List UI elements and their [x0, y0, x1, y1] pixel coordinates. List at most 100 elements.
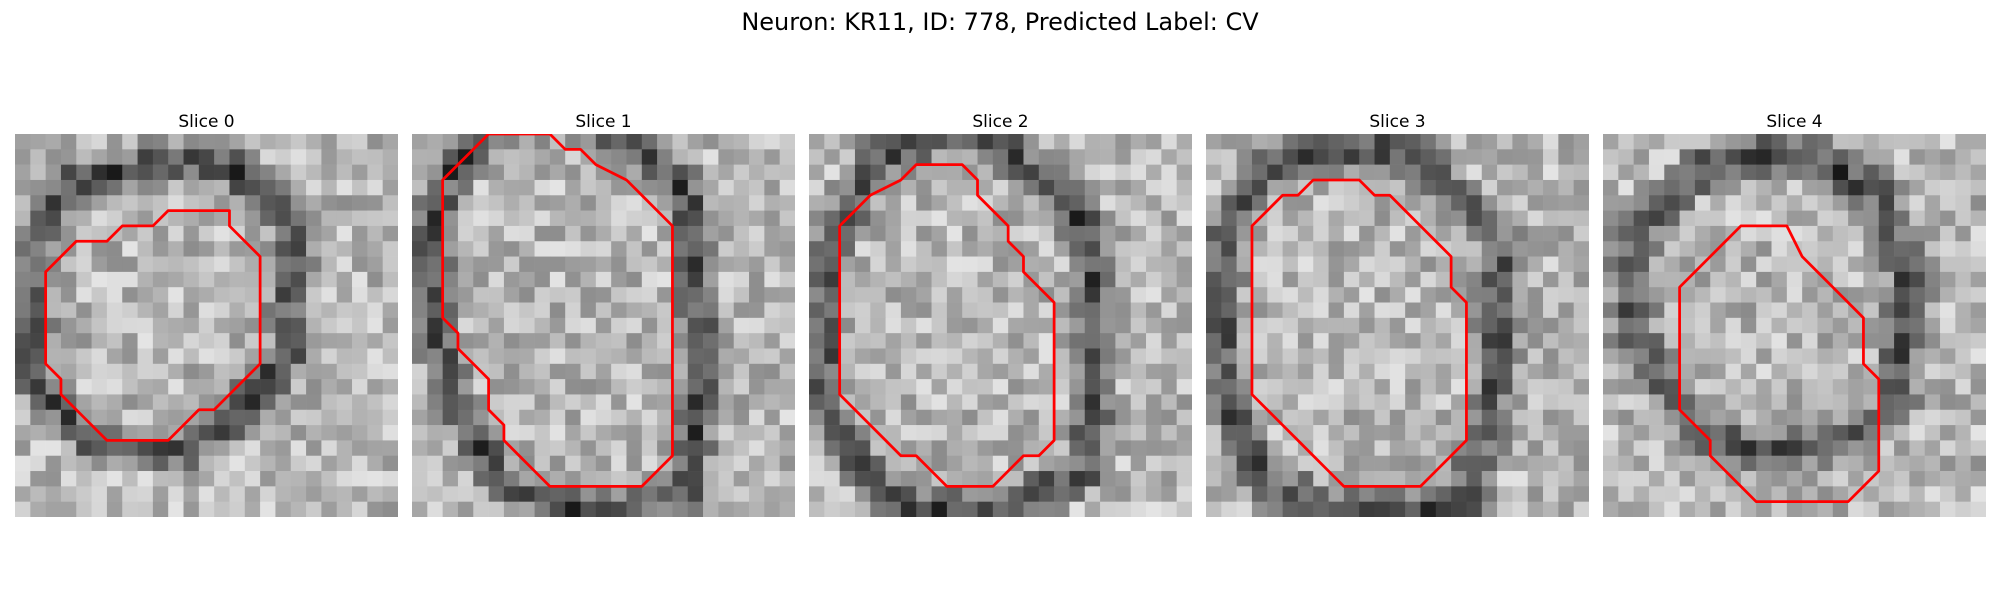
pixel [1251, 164, 1268, 181]
pixel [1297, 195, 1314, 211]
pixel [442, 486, 459, 502]
pixel [1802, 287, 1818, 303]
pixel [106, 425, 123, 441]
pixel [183, 394, 200, 411]
pixel [1848, 287, 1864, 303]
pixel [1786, 317, 1803, 334]
pixel [1038, 348, 1055, 365]
pixel [1038, 394, 1055, 411]
pixel [442, 348, 459, 365]
pixel [1267, 256, 1283, 273]
pixel [1343, 241, 1360, 257]
pixel [183, 348, 200, 365]
pixel [457, 455, 474, 472]
pixel [977, 241, 994, 257]
pixel [1251, 363, 1268, 380]
pixel [503, 455, 520, 472]
pixel [641, 440, 658, 457]
pixel [977, 501, 994, 517]
pixel [1100, 363, 1116, 380]
pixel [1817, 225, 1834, 242]
pixel [549, 149, 566, 165]
pixel [290, 271, 307, 288]
pixel [382, 149, 398, 165]
pixel [1313, 317, 1329, 334]
pixel [1648, 241, 1665, 257]
pixel [367, 333, 383, 349]
pixel [595, 455, 612, 472]
pixel [1527, 302, 1544, 319]
pixel [382, 225, 398, 242]
pixel [1161, 134, 1177, 150]
pixel [626, 210, 643, 227]
pixel [275, 363, 292, 380]
pixel [152, 471, 169, 487]
pixel [534, 134, 551, 150]
pixel [1115, 195, 1132, 211]
pixel [1130, 379, 1147, 395]
pixel [1497, 271, 1513, 288]
pixel [1940, 164, 1956, 181]
pixel [306, 486, 322, 502]
pixel [885, 409, 902, 426]
pixel [1221, 302, 1237, 319]
pixel [367, 210, 383, 227]
pixel [1206, 333, 1222, 349]
pixel [1924, 225, 1941, 242]
pixel [1251, 179, 1268, 196]
pixel [1832, 302, 1849, 319]
pixel [503, 317, 520, 334]
pixel [809, 471, 825, 487]
pixel [733, 333, 750, 349]
pixel [229, 363, 246, 380]
pixel [30, 501, 46, 517]
pixel [352, 333, 368, 349]
pixel [916, 471, 932, 487]
pixel [1924, 440, 1941, 457]
pixel [992, 302, 1009, 319]
pixel [321, 134, 338, 150]
pixel [764, 271, 780, 288]
pixel [1558, 149, 1574, 165]
pixel [1664, 440, 1680, 457]
pixel [1374, 363, 1391, 380]
pixel [1512, 256, 1529, 273]
pixel [962, 333, 978, 349]
pixel [900, 379, 917, 395]
pixel [1786, 241, 1803, 257]
pixel [1328, 333, 1345, 349]
pixel [595, 486, 612, 502]
pixel [198, 486, 215, 502]
pixel [152, 363, 169, 380]
pixel [931, 394, 948, 411]
pixel [977, 486, 994, 502]
pixel [76, 455, 92, 472]
pixel [1543, 225, 1559, 242]
pixel [519, 256, 535, 273]
pixel [1008, 394, 1024, 411]
pixel [15, 225, 31, 242]
pixel [1176, 164, 1192, 181]
pixel [1527, 149, 1544, 165]
pixel [1069, 317, 1086, 334]
pixel [198, 302, 215, 319]
pixel [718, 179, 735, 196]
panel-title: Slice 1 [575, 112, 632, 132]
slice-image [1206, 134, 1589, 517]
pixel [15, 501, 31, 517]
pixel [1894, 271, 1910, 288]
pixel [779, 287, 795, 303]
pixel [1267, 471, 1283, 487]
pixel [1940, 363, 1956, 380]
pixel [1832, 486, 1849, 502]
pixel [1176, 501, 1192, 517]
pixel [946, 440, 963, 457]
pixel [1802, 317, 1818, 334]
pixel [1161, 302, 1177, 319]
pixel [1786, 195, 1803, 211]
pixel [1389, 287, 1406, 303]
pixel [412, 471, 428, 487]
pixel [764, 333, 780, 349]
pixel [1710, 363, 1726, 380]
pixel [91, 164, 108, 181]
